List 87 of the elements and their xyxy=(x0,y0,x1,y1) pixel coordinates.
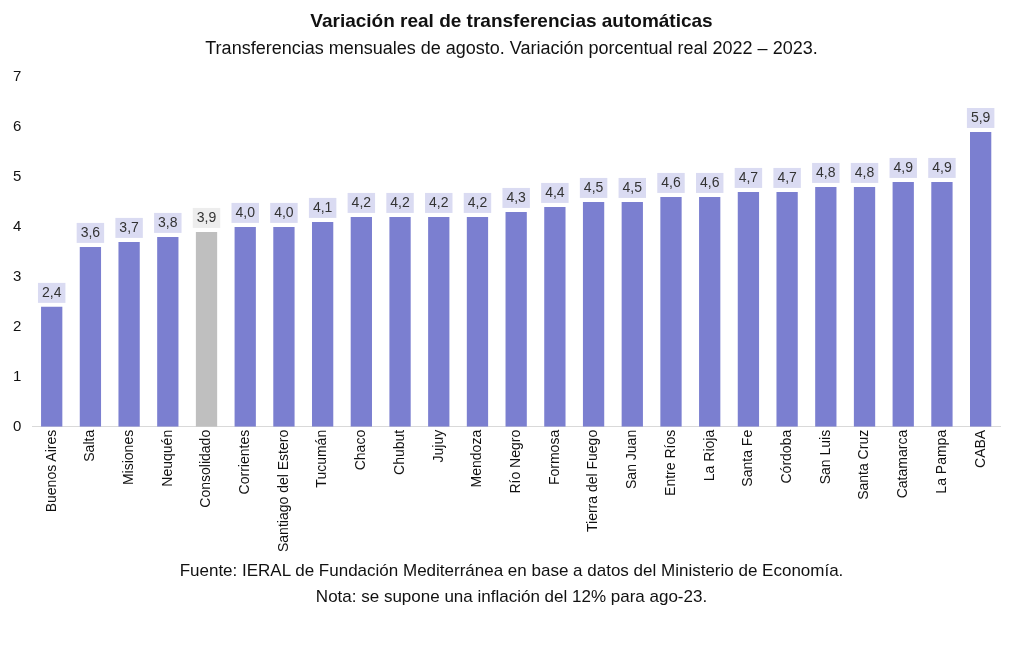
x-tick-label: La Rioja xyxy=(700,429,717,482)
data-label: 4,2 xyxy=(390,193,410,210)
x-tick-label: La Pampa xyxy=(932,429,949,494)
x-tick-label: Tucumán xyxy=(313,429,330,488)
data-label: 4,8 xyxy=(854,163,875,180)
chart-title: Variación real de transferencias automáticas xyxy=(309,10,714,32)
data-label: 4,6 xyxy=(699,173,720,190)
x-tick-label: Formosa xyxy=(545,429,562,486)
bar xyxy=(157,236,179,427)
x-tick-label: Salta xyxy=(81,429,98,462)
x-tick-label: Río Negro xyxy=(507,429,524,494)
bar xyxy=(234,226,256,427)
data-label: 4,2 xyxy=(467,193,488,210)
data-label: 4,1 xyxy=(312,198,333,215)
x-tick-label: Córdoba xyxy=(777,429,794,484)
x-tick-label: Consolidado xyxy=(197,429,214,508)
data-label: 3,8 xyxy=(158,213,178,230)
bar xyxy=(853,186,876,427)
y-tick-label: 3 xyxy=(13,267,22,285)
bar xyxy=(582,201,605,427)
data-label: 4,7 xyxy=(738,168,759,185)
chart-subtitle: Transferencias mensuales de agosto. Variación porcentual real 2022 – 2023. xyxy=(204,38,819,59)
bar xyxy=(466,216,489,427)
bar xyxy=(79,246,102,427)
x-tick-label: Mendoza xyxy=(468,429,485,488)
source-note: Fuente: IERAL de Fundación Mediterránea en base a datos del Ministerio de Economía. xyxy=(178,561,845,581)
data-label: 4,2 xyxy=(351,193,372,210)
data-label: 4,8 xyxy=(816,163,836,180)
x-tick-label: Neuquén xyxy=(158,429,175,487)
x-tick-label: San Luis xyxy=(816,429,833,485)
bar xyxy=(312,221,334,427)
x-tick-label: Santiago del Estero xyxy=(274,429,291,553)
x-tick-label: Santa Fe xyxy=(739,429,756,487)
bar xyxy=(273,226,295,427)
y-tick-label: 7 xyxy=(13,67,22,85)
y-tick-label: 4 xyxy=(13,217,22,235)
data-label: 4,0 xyxy=(235,203,256,220)
data-label: 3,6 xyxy=(80,223,101,240)
bar xyxy=(776,191,798,427)
bar xyxy=(544,206,566,427)
data-label: 4,9 xyxy=(932,158,952,175)
x-tick-label: Buenos Aires xyxy=(42,429,59,513)
bar xyxy=(389,216,411,427)
x-tick-label: Catamarca xyxy=(894,429,911,499)
y-tick-label: 0 xyxy=(13,416,22,434)
x-tick-label: Tierra del Fuego xyxy=(584,429,601,533)
text: Nota: se supone una inflación del 12% para ago-23. xyxy=(314,587,709,607)
data-label: 4,0 xyxy=(274,203,294,220)
bar xyxy=(970,131,992,427)
x-tick-label: Corrientes xyxy=(236,429,253,495)
data-label: 5,9 xyxy=(970,108,991,125)
x-tick-label: Jujuy xyxy=(429,429,446,463)
bar xyxy=(118,241,140,427)
y-tick-label: 6 xyxy=(13,117,22,135)
data-label: 4,5 xyxy=(583,178,604,195)
bar xyxy=(621,201,643,427)
x-tick-label: Chubut xyxy=(390,429,407,475)
bar xyxy=(892,181,914,427)
y-tick-label: 2 xyxy=(13,317,22,334)
data-label: 4,5 xyxy=(622,178,643,195)
bar xyxy=(815,186,837,427)
data-label: 4,2 xyxy=(429,193,449,210)
bar xyxy=(195,231,218,427)
bar xyxy=(660,196,682,427)
bar xyxy=(41,306,63,427)
data-label: 4,9 xyxy=(893,158,914,175)
data-label: 4,4 xyxy=(545,183,565,200)
x-tick-label: Chaco xyxy=(352,429,369,471)
data-label: 3,9 xyxy=(196,208,217,225)
bar xyxy=(931,181,953,427)
x-tick-label: CABA xyxy=(971,429,988,468)
bar xyxy=(505,211,527,427)
bar xyxy=(428,216,450,427)
x-tick-label: Entre Ríos xyxy=(661,429,678,496)
y-tick-label: 1 xyxy=(13,366,22,384)
bar xyxy=(737,191,760,427)
x-tick-label: San Juan xyxy=(623,429,640,489)
data-label: 4,6 xyxy=(661,173,681,190)
data-label: 3,7 xyxy=(119,218,140,235)
data-label: 2,4 xyxy=(41,283,62,300)
bar xyxy=(350,216,372,427)
x-tick-label: Santa Cruz xyxy=(855,429,872,500)
data-label: 4,7 xyxy=(777,168,798,185)
bar xyxy=(699,196,721,427)
data-label: 4,3 xyxy=(506,188,527,205)
y-tick-label: 5 xyxy=(13,167,22,185)
x-tick-label: Misiones xyxy=(119,429,136,486)
